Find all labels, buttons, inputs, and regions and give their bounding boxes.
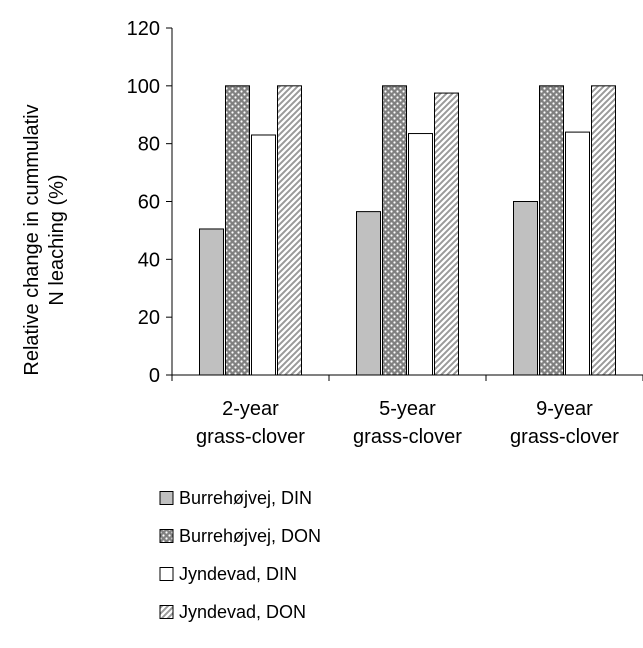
bar [251, 134, 276, 376]
bar [199, 228, 224, 376]
y-tick-label: 60 [138, 192, 160, 214]
x-category-label-line-1: 2-year [222, 398, 279, 420]
y-tick-label: 0 [149, 365, 160, 387]
legend-swatch [159, 567, 174, 581]
x-category-label-line-1: 5-year [379, 398, 436, 420]
x-category-label-line-2: grass-clover [196, 426, 305, 448]
y-axis-label-line-1: Relative change in cummulativ [21, 104, 43, 375]
bar [225, 85, 250, 376]
bar [277, 85, 302, 376]
bar [565, 131, 590, 376]
bar [591, 85, 616, 376]
bar [539, 85, 564, 376]
y-tick-label: 80 [138, 134, 160, 156]
legend-swatch [159, 491, 174, 505]
x-category-label-line-2: grass-clover [353, 426, 462, 448]
legend-label: Burrehøjvej, DIN [179, 488, 312, 508]
legend-swatch [159, 605, 174, 619]
legend-swatch [159, 529, 174, 543]
legend-label: Jyndevad, DIN [179, 564, 297, 584]
x-category-label-line-1: 9-year [536, 398, 593, 420]
y-tick-label: 120 [127, 18, 160, 40]
y-tick-label: 100 [127, 76, 160, 98]
y-tick-label: 40 [138, 249, 160, 271]
x-category-label-line-2: grass-clover [510, 426, 619, 448]
bar [434, 92, 459, 376]
bar [356, 211, 381, 376]
bar [382, 85, 407, 376]
y-axis-label-line-2: N leaching (%) [46, 174, 68, 305]
bar [513, 201, 538, 376]
legend-label: Jyndevad, DON [179, 602, 306, 622]
legend-label: Burrehøjvej, DON [179, 526, 321, 546]
bar [408, 133, 433, 376]
y-tick-label: 20 [138, 307, 160, 329]
